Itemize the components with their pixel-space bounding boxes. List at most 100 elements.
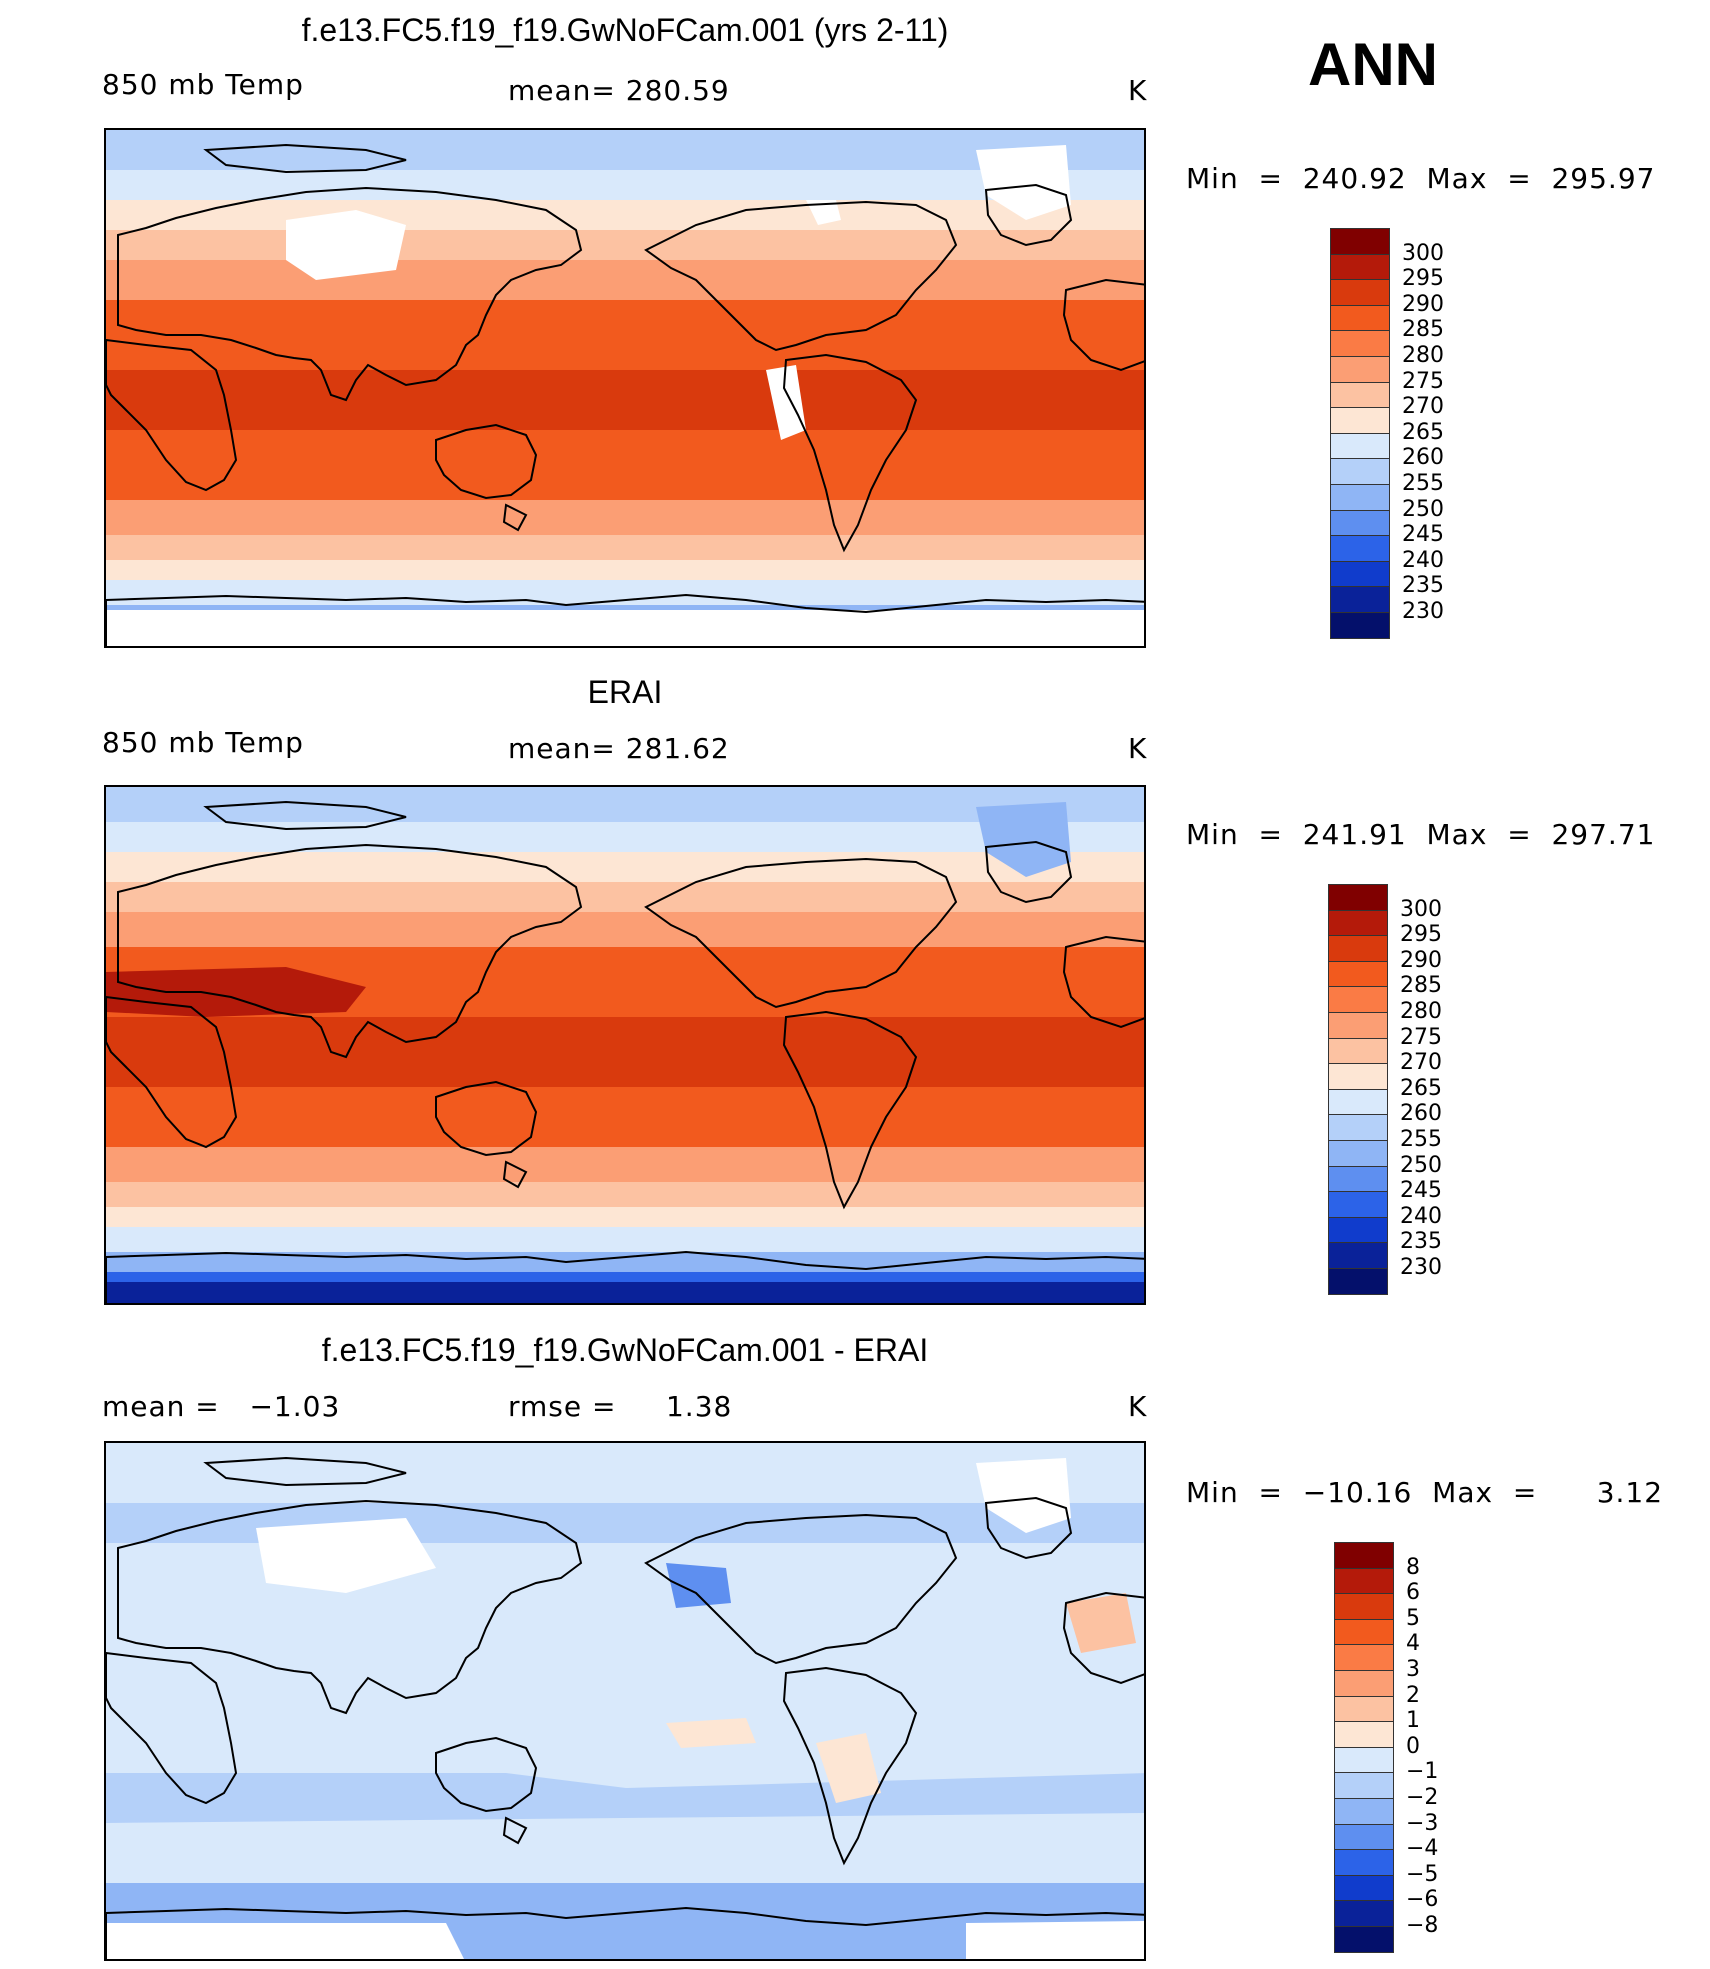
colorbar-tick-label: 250 <box>1402 496 1444 522</box>
colorbar-swatch <box>1334 1772 1394 1799</box>
colorbar-tick-label: 8 <box>1406 1554 1420 1580</box>
colorbar-swatch <box>1328 1242 1388 1269</box>
colorbar-swatch <box>1328 1114 1388 1141</box>
colorbar-tick-label: 290 <box>1400 947 1442 973</box>
panel3-minmax: Min = −10.16 Max = 3.12 <box>1186 1476 1664 1509</box>
colorbar-swatch <box>1328 1268 1388 1295</box>
panel2-title: ERAI <box>587 674 663 710</box>
colorbar-tick-label: 270 <box>1402 394 1444 420</box>
colorbar-tick-label: 280 <box>1400 999 1442 1024</box>
contour-region <box>1066 1593 1136 1653</box>
coastline <box>117 186 583 402</box>
colorbar-tick-label: 270 <box>1400 1050 1442 1076</box>
colorbar-tick-label: 250 <box>1400 1152 1442 1178</box>
colorbar-tick-label: 280 <box>1402 343 1444 368</box>
coastline <box>106 1906 1144 1959</box>
colorbar-tick-label: 235 <box>1400 1229 1442 1255</box>
contour-band <box>106 370 1144 431</box>
colorbar-swatch <box>1334 1823 1394 1851</box>
contour-band <box>106 200 1144 231</box>
contour-band <box>106 500 1144 536</box>
map-canvas <box>106 1443 1144 1959</box>
coastline <box>782 353 918 553</box>
contour-band <box>106 787 1144 823</box>
contour-band <box>106 560 1144 581</box>
contour-band <box>106 882 1144 913</box>
panel1-map <box>104 128 1146 648</box>
contour-region <box>666 1718 756 1748</box>
map-canvas <box>106 787 1144 1303</box>
colorbar-swatch <box>1330 330 1390 357</box>
colorbar-swatch <box>1328 935 1388 962</box>
contour-region <box>256 1518 436 1593</box>
coastline <box>644 1513 958 1665</box>
colorbar-tick-label: 4 <box>1406 1631 1420 1657</box>
colorbar-tick-label: 290 <box>1402 291 1444 317</box>
colorbar-swatch <box>1334 1618 1394 1646</box>
colorbar-tick-label: 6 <box>1406 1580 1420 1606</box>
colorbar-tick-label: 265 <box>1402 419 1444 445</box>
colorbar-swatch <box>1334 1926 1394 1953</box>
contour-band <box>106 300 1144 371</box>
colorbar-swatch <box>1330 304 1390 332</box>
colorbar-tick-label: 295 <box>1400 922 1442 948</box>
colorbar-tick-label: 230 <box>1402 599 1444 624</box>
colorbar-tick-label: −5 <box>1406 1861 1439 1887</box>
contour-band <box>106 852 1144 883</box>
panel1-title: f.e13.FC5.f19_f19.GwNoFCam.001 (yrs 2-11… <box>301 12 949 48</box>
colorbar-tick-label: 245 <box>1402 522 1444 548</box>
contour-region <box>766 365 806 440</box>
contour-region <box>106 1923 464 1959</box>
colorbar-swatch <box>1330 228 1390 255</box>
map-canvas <box>106 130 1144 646</box>
colorbar-tick-label: −2 <box>1406 1785 1439 1810</box>
contour-region <box>976 145 1071 220</box>
colorbar-swatch <box>1334 1900 1394 1927</box>
colorbar-swatch <box>1334 1567 1394 1595</box>
panel1-units: K <box>1128 74 1148 107</box>
coastline <box>984 183 1073 247</box>
colorbar-tick-label: −1 <box>1406 1759 1439 1785</box>
colorbar-swatch <box>1334 1721 1394 1748</box>
colorbar-swatch <box>1328 1216 1388 1244</box>
contour-band <box>106 1227 1144 1253</box>
colorbar-swatch <box>1330 279 1390 306</box>
coastline <box>502 1816 528 1845</box>
colorbar-swatch <box>1334 1644 1394 1671</box>
season-label: ANN <box>1308 31 1438 98</box>
colorbar-swatch <box>1328 1140 1388 1167</box>
colorbar-tick-label: 265 <box>1400 1075 1442 1101</box>
colorbar-swatch <box>1328 1191 1388 1218</box>
colorbar-swatch <box>1334 1746 1394 1774</box>
coastline <box>644 200 958 352</box>
colorbar-tick-label: 300 <box>1402 240 1444 266</box>
colorbar-swatch <box>1334 1670 1394 1697</box>
colorbar-tick-label: 285 <box>1400 973 1442 999</box>
coastline <box>1062 278 1144 372</box>
colorbar-tick-label: 3 <box>1406 1657 1420 1682</box>
contour-band <box>106 1087 1144 1148</box>
coastline <box>435 423 538 500</box>
contour-band <box>106 822 1144 853</box>
panel3-map <box>104 1441 1146 1961</box>
coastline <box>502 503 528 532</box>
coastline <box>1062 935 1144 1029</box>
panel3-title: f.e13.FC5.f19_f19.GwNoFCam.001 - ERAI <box>321 1332 929 1368</box>
contour-band <box>106 230 1144 261</box>
colorbar-tick-label: 1 <box>1406 1708 1420 1734</box>
colorbar-swatch <box>1330 535 1390 562</box>
contour-region <box>286 210 406 280</box>
coastline <box>644 857 958 1009</box>
contour-region <box>106 1282 1144 1303</box>
colorbar-swatch <box>1328 909 1388 937</box>
contour-region <box>966 1921 1144 1959</box>
coastline <box>117 843 583 1059</box>
coastline <box>203 1456 407 1487</box>
colorbar-swatch <box>1328 960 1388 988</box>
colorbar-swatch <box>1334 1593 1394 1620</box>
contour-region <box>806 200 841 225</box>
coastline <box>106 338 238 492</box>
colorbar-tick-label: 275 <box>1400 1024 1442 1050</box>
colorbar-swatch <box>1328 1165 1388 1193</box>
colorbar-tick-label: 235 <box>1402 573 1444 599</box>
